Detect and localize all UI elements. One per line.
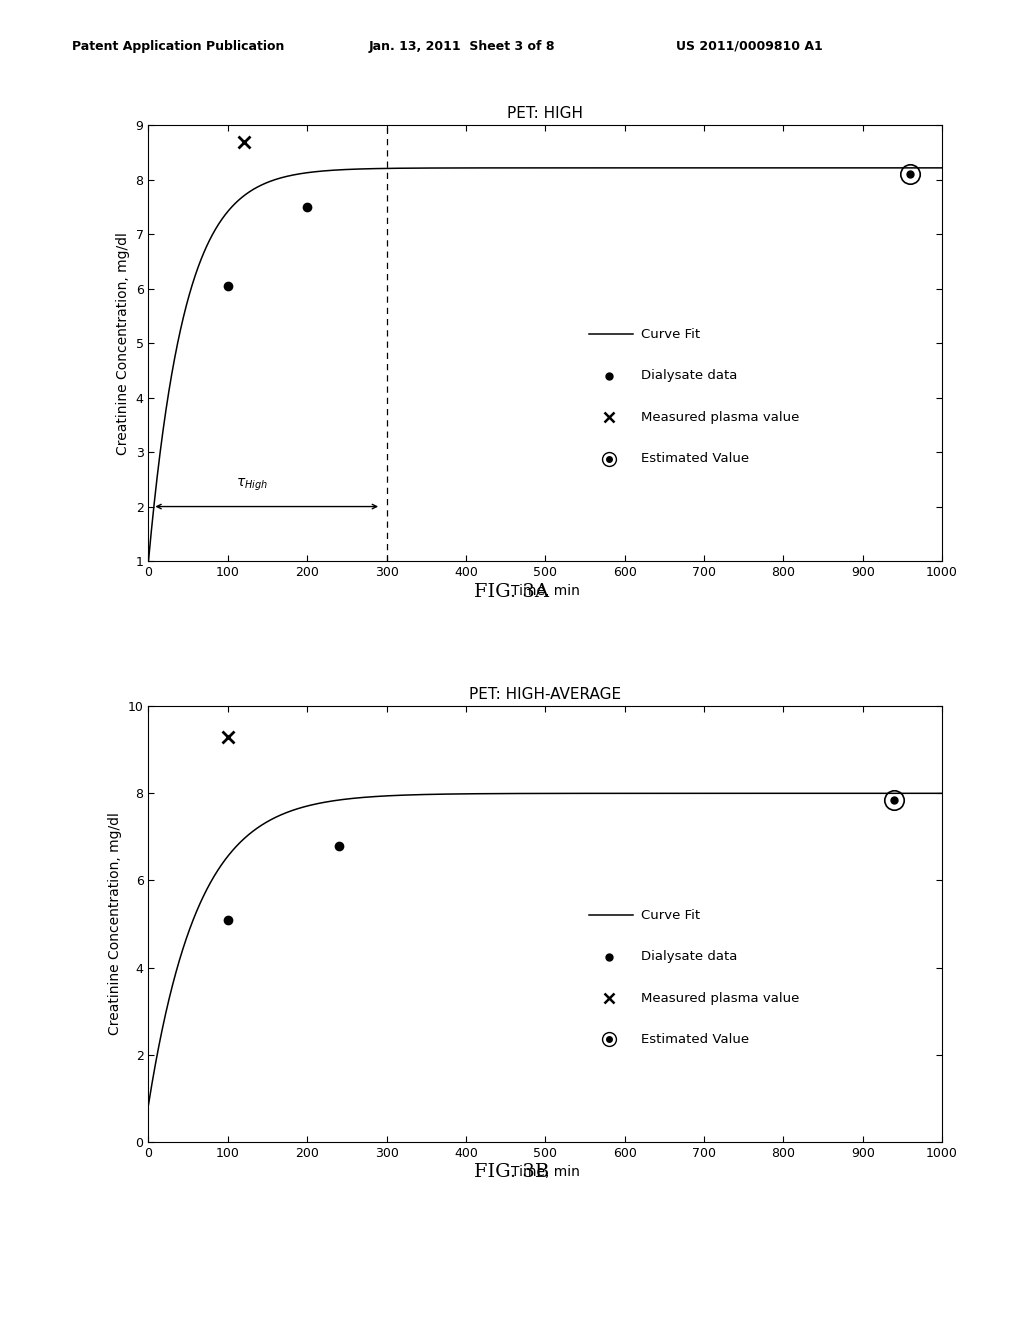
- Text: Estimated Value: Estimated Value: [641, 1034, 749, 1045]
- Title: PET: HIGH-AVERAGE: PET: HIGH-AVERAGE: [469, 688, 622, 702]
- Text: Jan. 13, 2011  Sheet 3 of 8: Jan. 13, 2011 Sheet 3 of 8: [369, 40, 555, 53]
- X-axis label: Time, min: Time, min: [511, 585, 580, 598]
- Text: Curve Fit: Curve Fit: [641, 908, 699, 921]
- Text: US 2011/0009810 A1: US 2011/0009810 A1: [676, 40, 822, 53]
- Text: FIG. 3B: FIG. 3B: [474, 1163, 550, 1181]
- Y-axis label: Creatinine Concentration, mg/dl: Creatinine Concentration, mg/dl: [109, 813, 122, 1035]
- Text: Measured plasma value: Measured plasma value: [641, 991, 799, 1005]
- Title: PET: HIGH: PET: HIGH: [507, 107, 584, 121]
- Text: FIG. 3A: FIG. 3A: [474, 582, 550, 601]
- Text: Dialysate data: Dialysate data: [641, 950, 737, 964]
- Text: Patent Application Publication: Patent Application Publication: [72, 40, 284, 53]
- Y-axis label: Creatinine Concentration, mg/dl: Creatinine Concentration, mg/dl: [116, 232, 130, 454]
- Text: $\tau_{High}$: $\tau_{High}$: [236, 477, 268, 492]
- Text: Dialysate data: Dialysate data: [641, 370, 737, 383]
- Text: Curve Fit: Curve Fit: [641, 327, 699, 341]
- Text: Estimated Value: Estimated Value: [641, 453, 749, 465]
- Text: Measured plasma value: Measured plasma value: [641, 411, 799, 424]
- X-axis label: Time, min: Time, min: [511, 1166, 580, 1179]
